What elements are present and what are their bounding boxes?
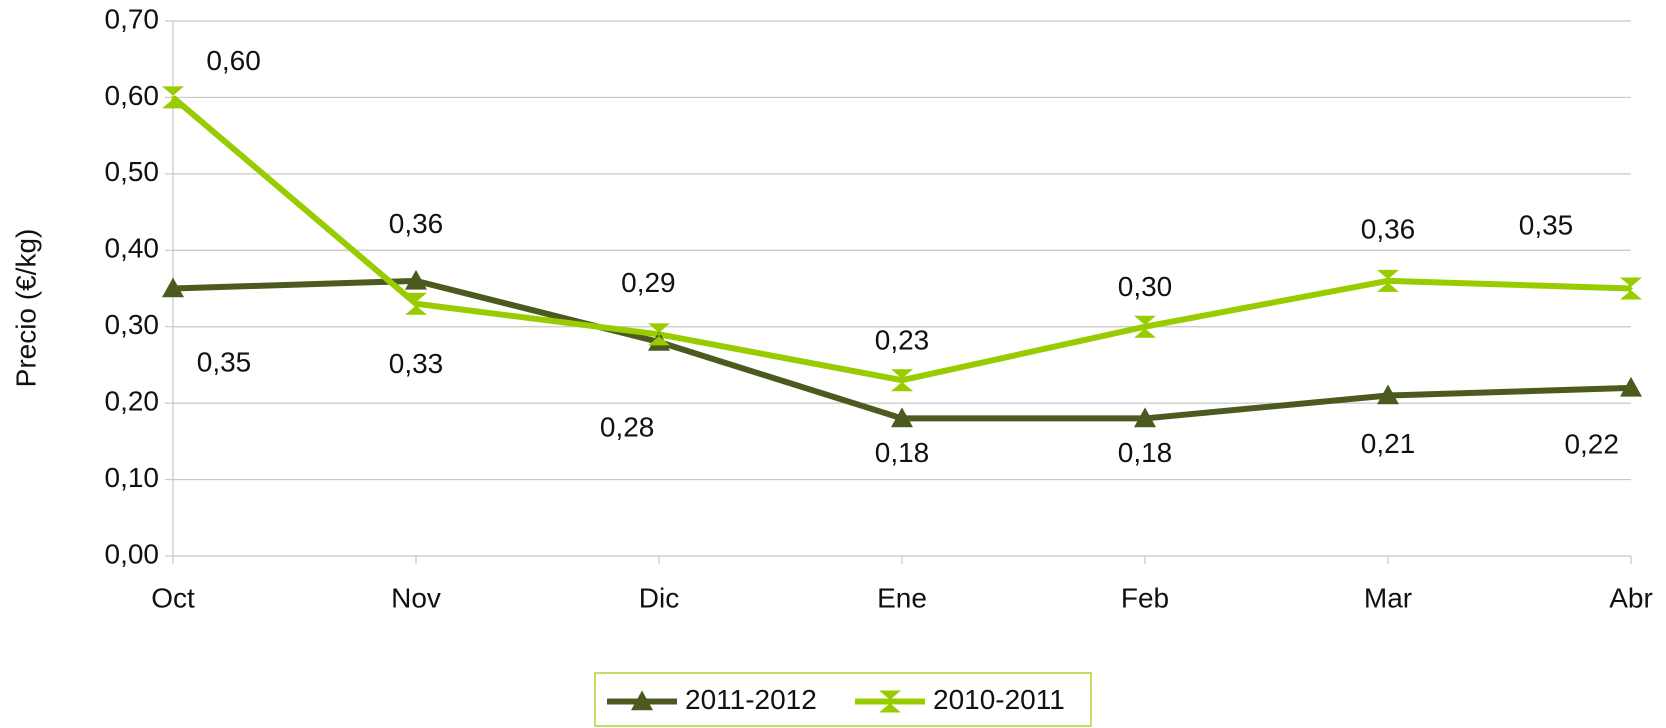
data-label: 0,29: [621, 267, 676, 298]
data-point: [1620, 277, 1642, 300]
data-label: 0,36: [1361, 213, 1416, 244]
data-label: 0,18: [1118, 437, 1173, 468]
y-tick-label: 0,30: [105, 309, 160, 340]
x-tick-label: Feb: [1121, 582, 1169, 613]
legend-label: 2010-2011: [933, 684, 1065, 715]
data-label: 0,35: [1519, 209, 1574, 240]
data-label: 0,18: [875, 437, 930, 468]
data-point: [648, 323, 670, 346]
data-point: [891, 407, 913, 428]
x-tick-label: Ene: [877, 582, 927, 613]
data-label: 0,21: [1361, 428, 1416, 459]
data-point: [1377, 269, 1399, 292]
y-tick-label: 0,70: [105, 3, 160, 34]
x-tick-label: Abr: [1609, 582, 1653, 613]
data-point: [405, 292, 427, 315]
data-label: 0,60: [206, 45, 261, 76]
data-label: 0,23: [875, 324, 930, 355]
y-tick-label: 0,20: [105, 386, 160, 417]
data-point: [1134, 407, 1156, 428]
data-label: 0,33: [389, 348, 444, 379]
data-label: 0,30: [1118, 271, 1173, 302]
data-label: 0,28: [600, 412, 655, 443]
data-point: [1620, 376, 1642, 397]
data-point: [1134, 315, 1156, 338]
y-tick-label: 0,00: [105, 538, 160, 569]
legend-box: [594, 672, 1092, 727]
x-tick-label: Mar: [1364, 582, 1412, 613]
legend-label: 2011-2012: [685, 684, 817, 715]
x-tick-label: Dic: [639, 582, 679, 613]
data-label: 0,35: [197, 346, 252, 377]
y-tick-label: 0,40: [105, 233, 160, 264]
x-tick-label: Nov: [391, 582, 441, 613]
data-point: [162, 86, 184, 109]
x-tick-label: Oct: [151, 582, 195, 613]
y-tick-label: 0,50: [105, 156, 160, 187]
data-point: [1377, 384, 1399, 405]
y-tick-label: 0,10: [105, 462, 160, 493]
legend-marker: [879, 690, 901, 713]
legend-marker: [631, 690, 653, 711]
data-point: [405, 269, 427, 290]
data-point: [162, 277, 184, 298]
data-label: 0,36: [389, 208, 444, 239]
data-point: [891, 369, 913, 392]
data-label: 0,22: [1564, 429, 1619, 460]
y-axis-label: Precio (€/kg): [10, 229, 41, 388]
y-tick-label: 0,60: [105, 80, 160, 111]
